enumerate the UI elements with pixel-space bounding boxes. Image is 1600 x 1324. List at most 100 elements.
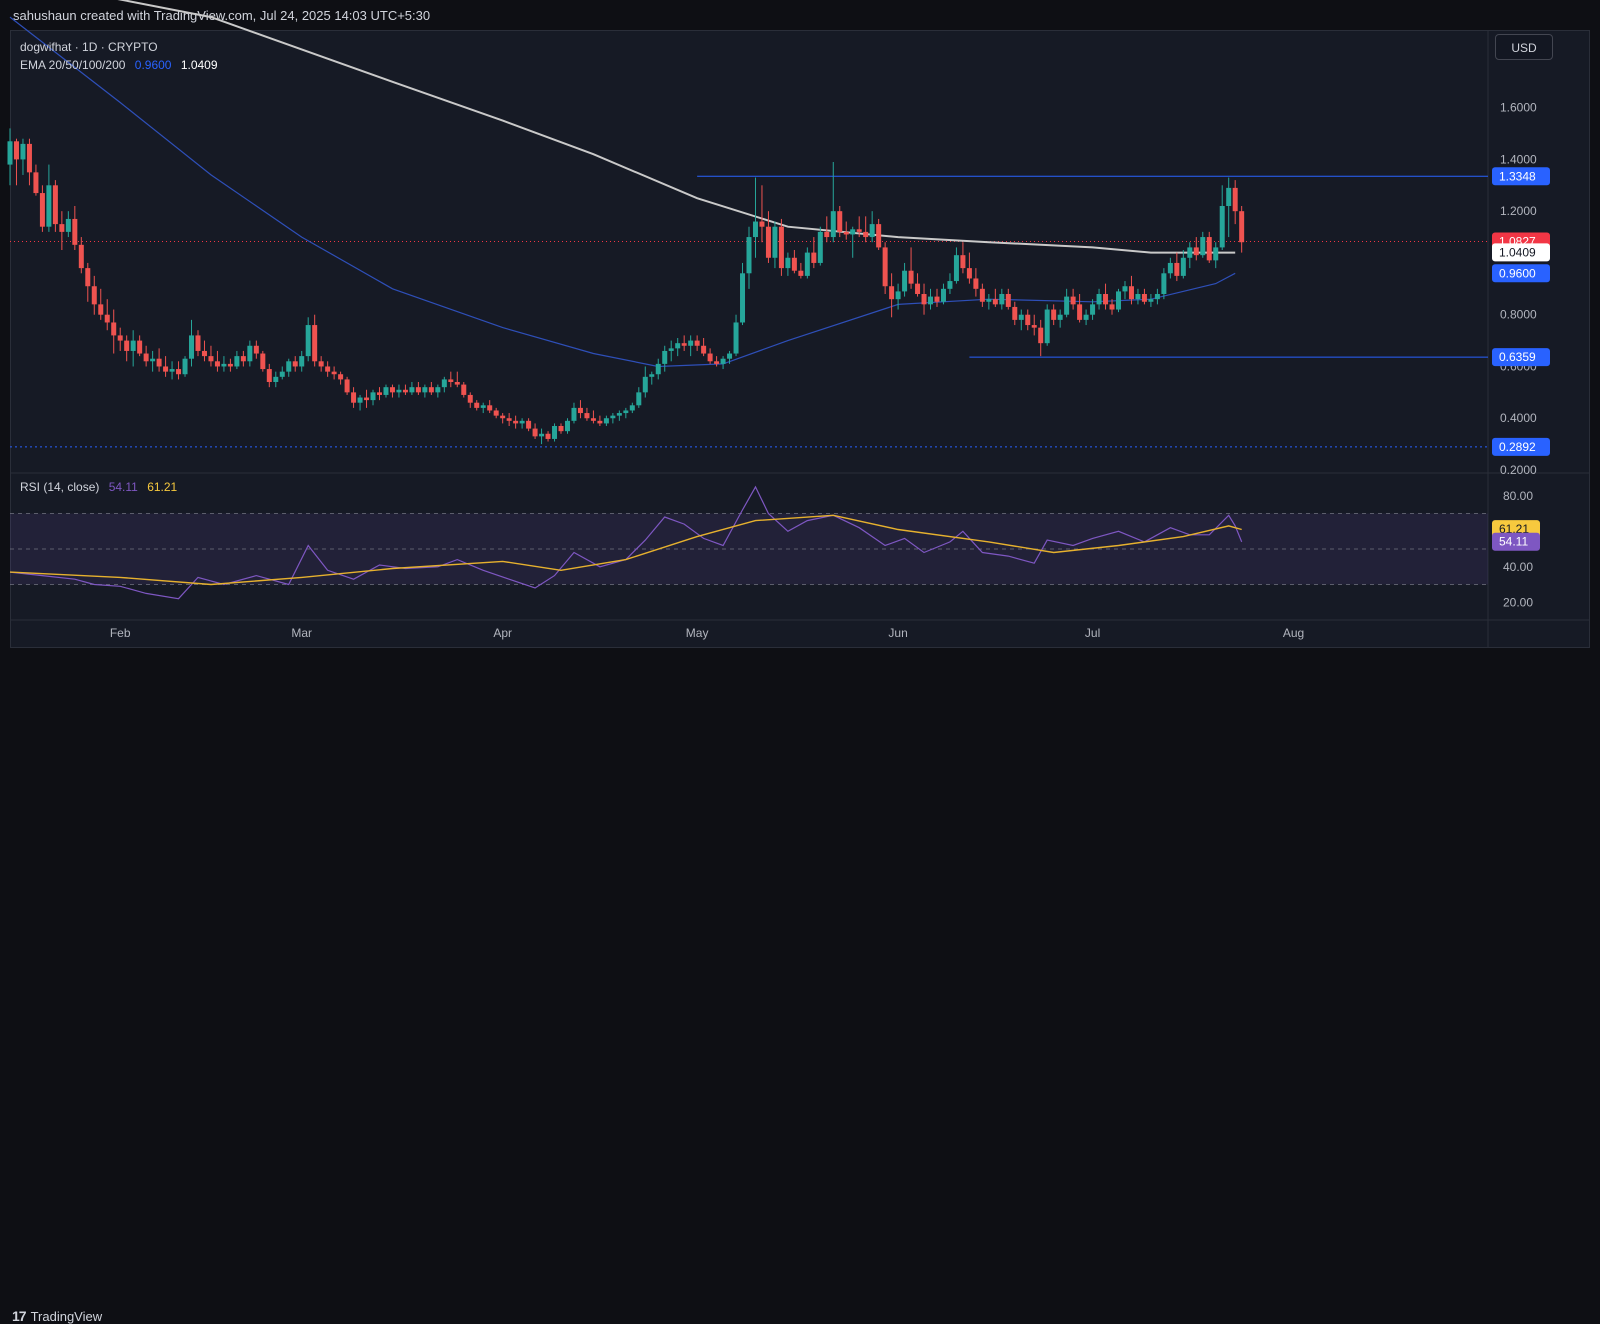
candle-body <box>778 226 784 269</box>
candle-body <box>707 353 713 362</box>
main-legend: dogwifhat · 1D · CRYPTO <box>20 40 164 54</box>
candle-body <box>590 418 596 421</box>
candle-body <box>772 226 778 258</box>
candle-body <box>117 335 123 341</box>
candle-body <box>759 221 765 227</box>
candle-body <box>727 353 733 359</box>
candle-body <box>338 374 344 380</box>
candle-body <box>552 426 558 439</box>
candle-body <box>915 283 921 294</box>
candle-body <box>785 257 791 269</box>
candle-body <box>953 255 959 282</box>
candle-body <box>344 379 350 393</box>
candle-body <box>1154 294 1160 300</box>
rsi-legend: RSI (14, close) 54.11 61.21 <box>20 480 183 494</box>
rsi-value: 54.11 <box>108 480 138 494</box>
candle-body <box>889 286 895 300</box>
rsi-value-label: 61.21 <box>1499 522 1529 536</box>
ema-fast-value: 0.9600 <box>134 58 172 72</box>
candle-body <box>1038 327 1044 344</box>
candle-body <box>850 229 856 235</box>
candle-body <box>1051 309 1057 320</box>
candle-body <box>189 335 195 359</box>
rsi-indicator-label: RSI (14, close) <box>20 480 100 494</box>
candle-body <box>960 255 966 269</box>
candle-body <box>1064 296 1070 315</box>
candle-body <box>811 252 817 263</box>
candle-body <box>98 304 104 315</box>
time-tick-label: Mar <box>291 626 312 640</box>
tradingview-logo[interactable]: 17 TradingView <box>12 1308 102 1324</box>
candle-body <box>973 278 979 289</box>
candle-body <box>253 345 259 354</box>
candle-body <box>1193 247 1199 256</box>
ema-indicator-label: EMA 20/50/100/200 <box>20 58 126 72</box>
candle-body <box>1128 286 1134 300</box>
candle-body <box>260 353 266 370</box>
candle-body <box>532 428 538 437</box>
candle-body <box>1116 291 1121 310</box>
candle-body <box>1012 306 1018 320</box>
ema-slow-value: 1.0409 <box>180 58 218 72</box>
candle-body <box>571 407 577 421</box>
candle-body <box>240 356 246 362</box>
rsi-value-label: 54.11 <box>1499 535 1528 549</box>
price-label: 0.9600 <box>1499 266 1536 280</box>
candle-body <box>279 371 285 377</box>
candle-body <box>1077 304 1083 320</box>
candle-body <box>85 268 91 287</box>
candle-body <box>1083 314 1089 320</box>
candle-body <box>1213 247 1219 261</box>
time-tick-label: Apr <box>493 626 512 640</box>
candle-body <box>856 229 862 232</box>
candle-body <box>526 420 532 429</box>
candle-body <box>804 252 810 276</box>
candle-body <box>454 382 460 385</box>
candle-body <box>156 358 162 367</box>
candle-body <box>500 415 506 419</box>
candle-body <box>986 299 992 302</box>
footer: 17 TradingView <box>0 650 1600 1324</box>
candle-body <box>195 335 201 351</box>
candle-body <box>1167 262 1173 274</box>
candle-body <box>1031 325 1037 328</box>
candle-body <box>234 356 240 367</box>
price-tick-label: 1.4000 <box>1500 152 1537 166</box>
price-tick-label: 1.6000 <box>1500 101 1537 115</box>
rsi-tick-label: 40.00 <box>1503 560 1533 574</box>
price-label-box <box>1492 243 1550 262</box>
candle-body <box>130 340 136 351</box>
candle-body <box>1161 273 1167 294</box>
candle-body <box>415 387 421 393</box>
rsi-label-box <box>1492 532 1540 551</box>
candle-body <box>681 343 687 346</box>
candle-body <box>20 143 26 160</box>
candle-body <box>1057 314 1063 320</box>
price-label: 1.0409 <box>1499 245 1536 259</box>
candle-body <box>545 433 551 439</box>
candle-body <box>305 325 311 357</box>
rsi-ma-line <box>9 514 1242 586</box>
candle-body <box>928 296 934 305</box>
candle-body <box>435 387 441 393</box>
price-label-box <box>1492 167 1550 186</box>
time-tick-label: Aug <box>1283 626 1304 640</box>
candle-body <box>577 407 583 414</box>
chart-canvas[interactable]: 1.80001.60001.40001.20000.80000.60000.40… <box>0 0 1600 699</box>
candle-body <box>636 392 642 406</box>
price-label: 0.2892 <box>1499 440 1536 454</box>
candle-body <box>1219 206 1225 248</box>
candle-body <box>247 345 253 362</box>
price-tick-label: 0.2000 <box>1500 463 1537 477</box>
price-label-box <box>1492 348 1550 367</box>
candle-body <box>299 356 305 367</box>
candle-body <box>1174 262 1180 276</box>
candle-body <box>1206 237 1212 261</box>
candle-body <box>746 237 752 274</box>
candle-body <box>655 363 661 375</box>
chart-frame[interactable] <box>10 30 1590 648</box>
candle-body <box>616 413 622 416</box>
currency-button[interactable]: USD <box>1495 34 1553 60</box>
candle-body <box>1109 304 1115 310</box>
candle-body <box>422 387 428 393</box>
